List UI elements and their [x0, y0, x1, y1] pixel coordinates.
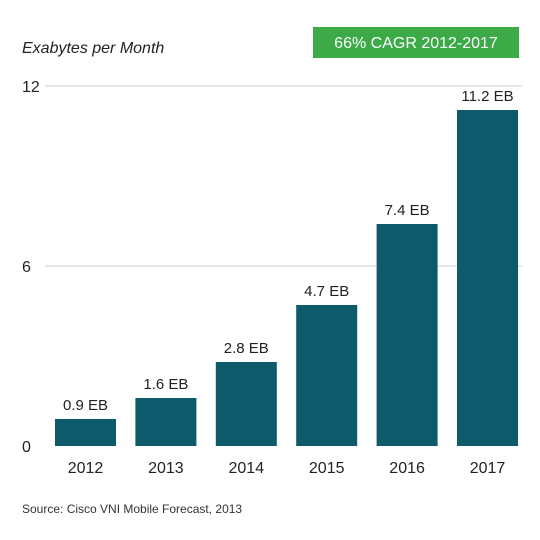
x-tick-label-2017: 2017: [470, 460, 506, 477]
y-tick-label: 0: [22, 439, 31, 456]
bars: [55, 110, 518, 446]
x-tick-label-2014: 2014: [229, 460, 265, 477]
data-label-2017: 11.2 EB: [461, 88, 513, 105]
data-label-2014: 2.8 EB: [224, 340, 269, 357]
source-note: Source: Cisco VNI Mobile Forecast, 2013: [22, 502, 242, 516]
bar-2013: [135, 398, 197, 446]
data-labels: 0.9 EB 1.6 EB 2.8 EB 4.7 EB 7.4 EB 11.2 EB: [63, 88, 514, 414]
bar-2016: [376, 224, 438, 446]
y-tick-label: 6: [22, 259, 31, 276]
bar-2014: [215, 362, 277, 446]
data-label-2013: 1.6 EB: [143, 376, 188, 393]
y-tick-label: 12: [22, 79, 40, 96]
data-label-2015: 4.7 EB: [304, 283, 349, 300]
bar-2017: [457, 110, 518, 446]
annotation-badge: 66% CAGR 2012-2017: [313, 27, 519, 58]
data-label-2016: 7.4 EB: [385, 202, 430, 219]
annotation-badge-background: [313, 27, 519, 58]
annotation-badge-text: 66% CAGR 2012-2017: [334, 35, 498, 52]
bar-2015: [296, 305, 358, 446]
y-axis-ticks: 0 6 12: [22, 79, 40, 456]
x-tick-label-2012: 2012: [68, 460, 104, 477]
x-tick-label-2016: 2016: [389, 460, 425, 477]
x-axis-ticks: 2012 2013 2014 2015 2016 2017: [68, 460, 506, 477]
data-label-2012: 0.9 EB: [63, 397, 108, 414]
gridlines: [45, 85, 522, 267]
x-tick-label-2015: 2015: [309, 460, 345, 477]
y-axis-label: Exabytes per Month: [22, 40, 164, 57]
bar-2012: [55, 419, 116, 446]
x-tick-label-2013: 2013: [148, 460, 184, 477]
